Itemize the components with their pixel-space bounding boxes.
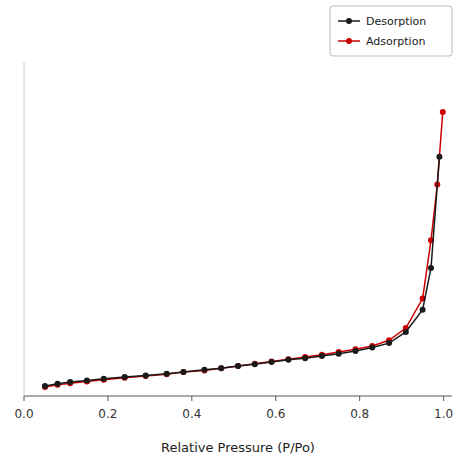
point	[302, 355, 308, 361]
series-line	[45, 157, 439, 386]
point	[84, 377, 90, 383]
x-tick	[275, 396, 276, 401]
x-tick-label: 0.4	[182, 407, 201, 421]
x-tick-label: 0.2	[98, 407, 117, 421]
point	[336, 351, 342, 357]
legend-label: Desorption	[366, 15, 426, 28]
point	[386, 340, 392, 346]
point	[235, 363, 241, 369]
point	[403, 329, 409, 335]
x-tick	[24, 396, 25, 401]
point	[122, 375, 128, 381]
series	[42, 109, 446, 390]
legend-box	[330, 6, 452, 56]
point	[122, 374, 128, 380]
point	[252, 361, 258, 367]
y-axis-line	[24, 62, 25, 396]
point	[143, 372, 149, 378]
marks	[42, 109, 446, 390]
point	[269, 359, 275, 365]
point	[164, 371, 170, 377]
legend-label: Adsorption	[366, 35, 425, 48]
x-tick-label: 0.0	[14, 407, 33, 421]
x-tick	[443, 396, 444, 401]
point	[319, 353, 325, 359]
point	[143, 373, 149, 379]
point	[428, 265, 434, 271]
legend: Desorption Adsorption	[330, 6, 452, 56]
x-tick-label: 0.8	[350, 407, 369, 421]
point	[67, 379, 73, 385]
point	[285, 356, 291, 362]
legend-marker	[346, 18, 352, 24]
x-tick	[359, 396, 360, 401]
chart: 0.0 0.2 0.4 0.6 0.8 1.0 Relative Pressure (P/P…	[0, 0, 474, 474]
point	[180, 369, 186, 375]
point	[55, 381, 61, 387]
point	[369, 345, 375, 351]
point	[164, 371, 170, 377]
point	[235, 363, 241, 369]
x-tick	[107, 396, 108, 401]
point	[436, 154, 442, 160]
point	[252, 361, 258, 367]
point	[42, 383, 48, 389]
series-line	[45, 112, 443, 387]
point	[420, 307, 426, 313]
x-ticks: 0.0 0.2 0.4 0.6 0.8 1.0	[14, 396, 453, 421]
point	[201, 367, 207, 373]
x-tick-label: 1.0	[434, 407, 453, 421]
point	[101, 376, 107, 382]
series	[42, 154, 442, 389]
x-tick-label: 0.6	[266, 407, 285, 421]
point	[440, 109, 446, 115]
point	[218, 365, 224, 371]
point	[201, 367, 207, 373]
point	[269, 358, 275, 364]
legend-marker	[346, 38, 352, 44]
x-axis-label: Relative Pressure (P/Po)	[161, 440, 315, 455]
x-axis-line	[24, 396, 452, 397]
point	[218, 365, 224, 371]
point	[352, 348, 358, 354]
x-tick	[191, 396, 192, 401]
point	[285, 357, 291, 363]
point	[180, 369, 186, 375]
